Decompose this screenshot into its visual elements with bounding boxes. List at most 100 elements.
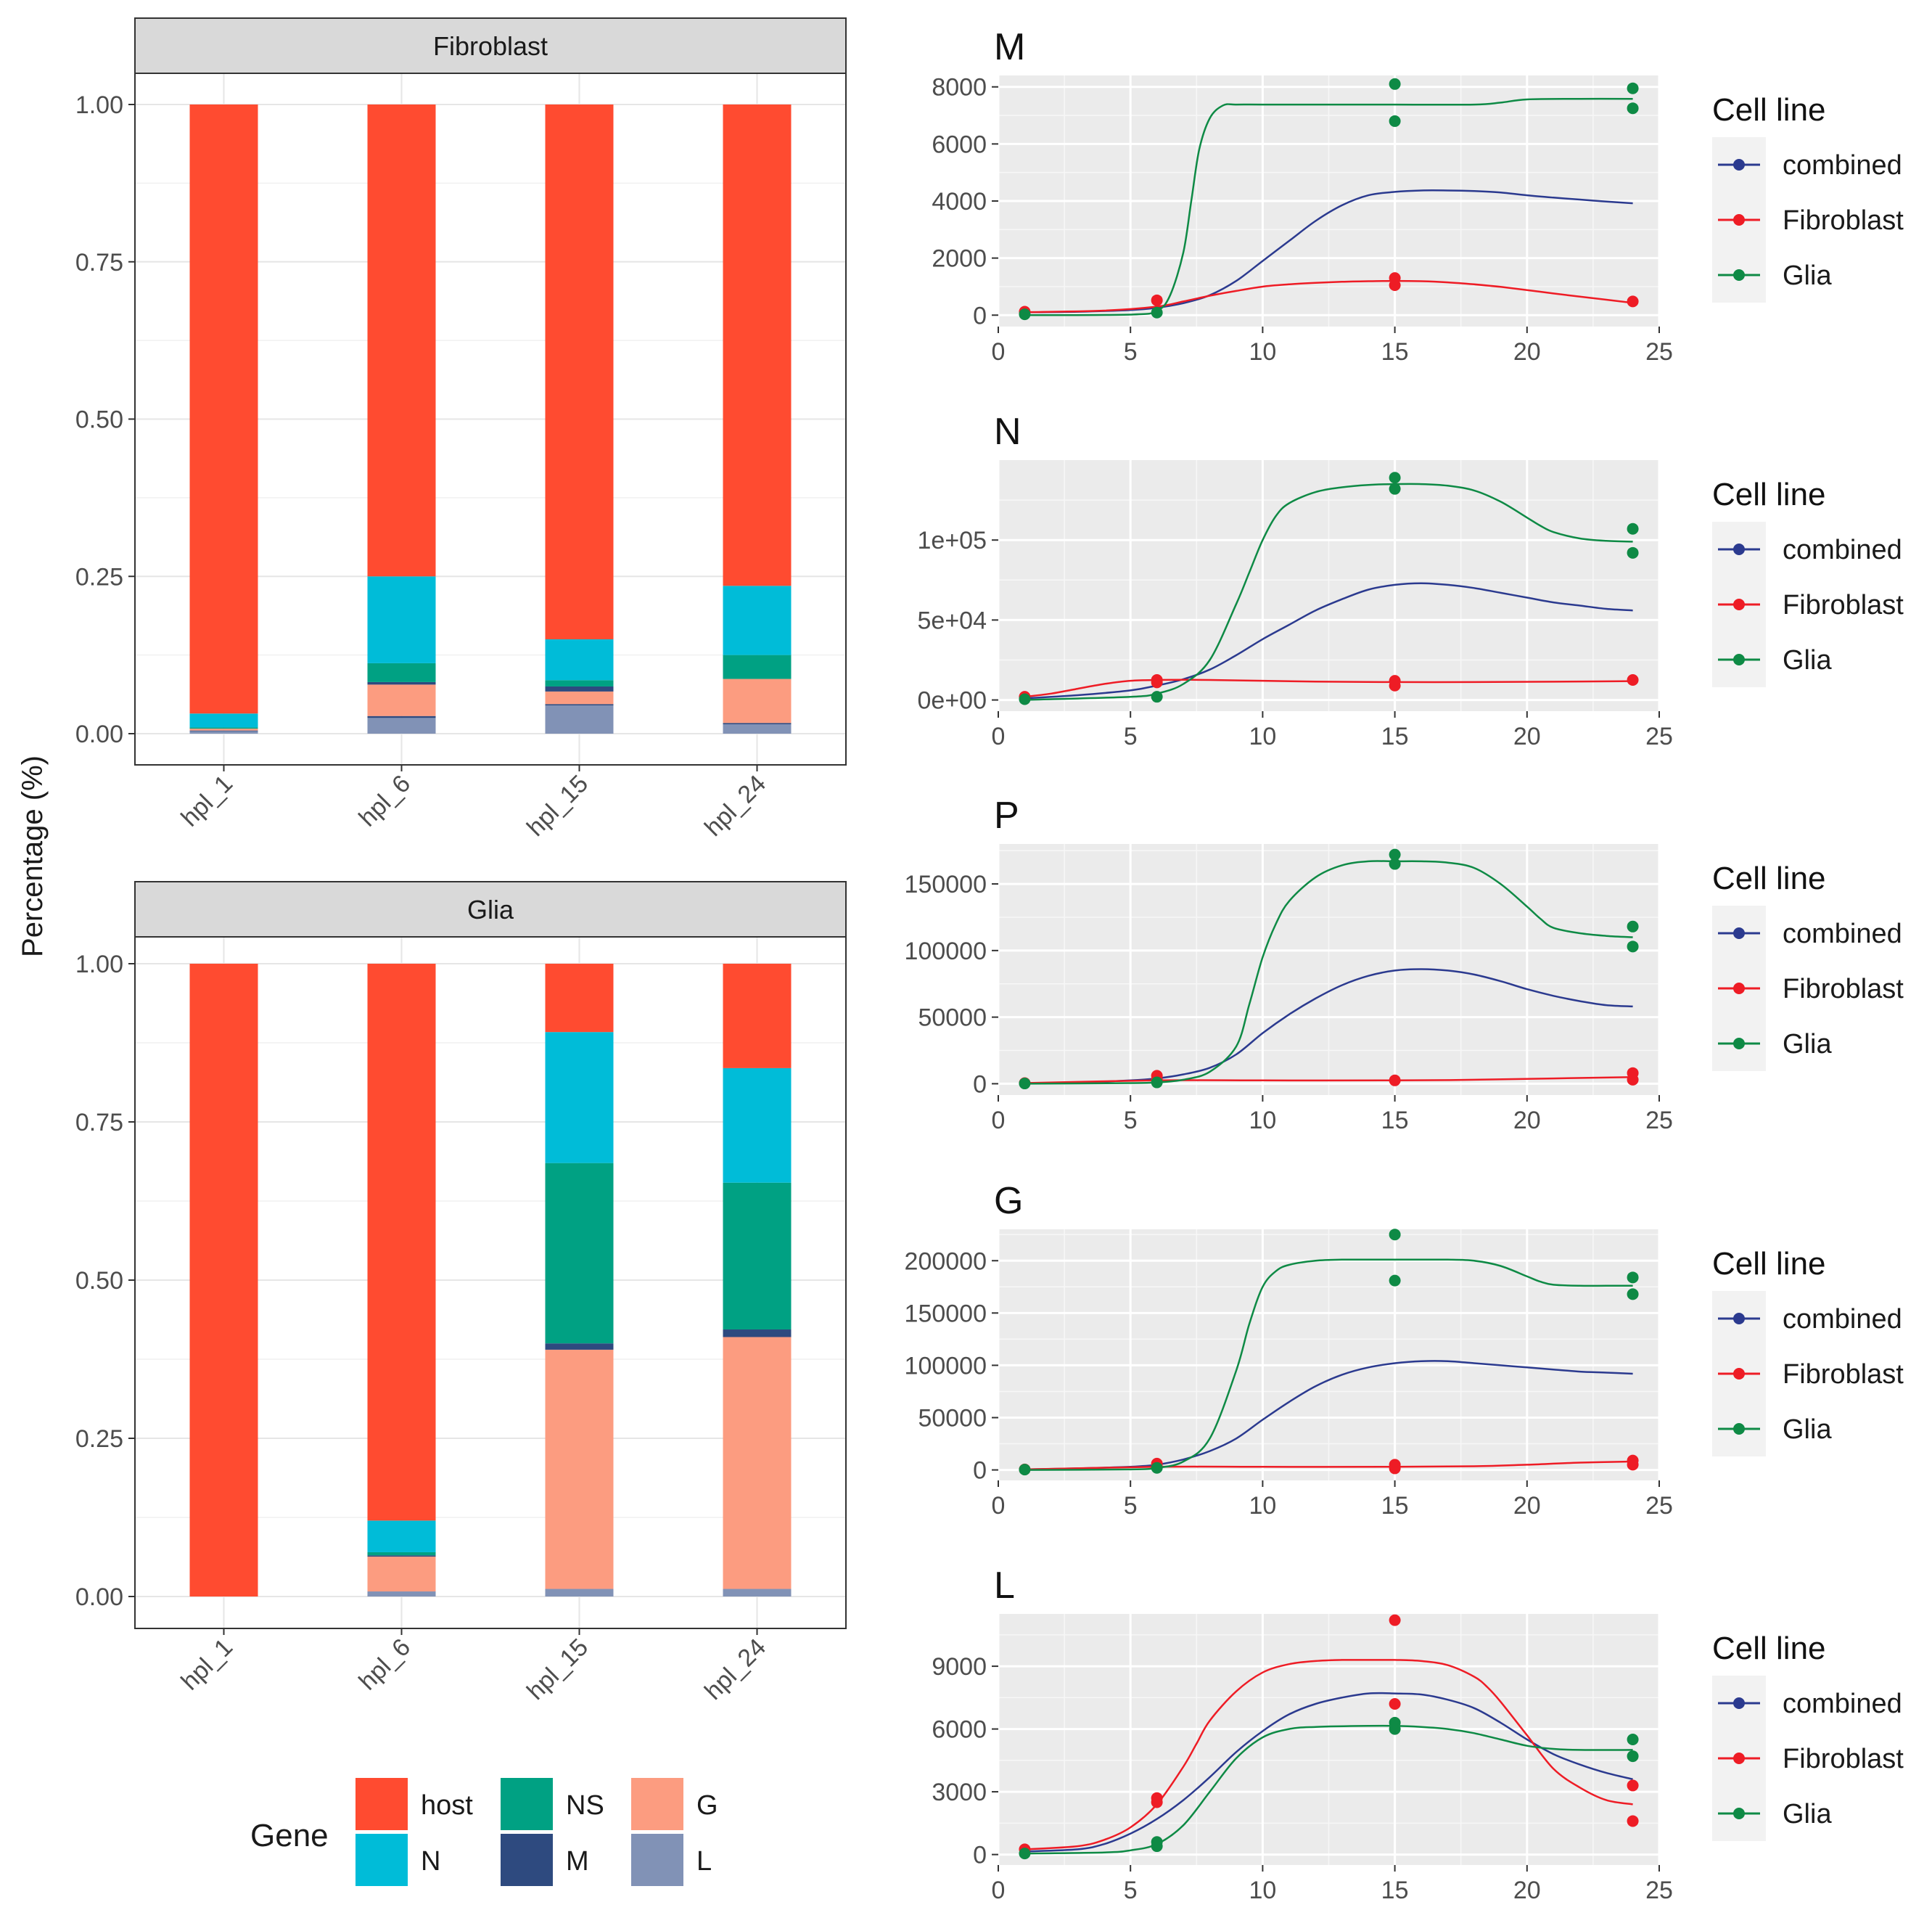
cell-line-legend-label-combined: combined	[1783, 1304, 1902, 1335]
bar-segment-host	[189, 104, 258, 714]
data-point-glia	[1627, 546, 1639, 559]
gene-legend-key-g	[631, 1778, 683, 1830]
cell-line-legend-title: Cell line	[1712, 477, 1826, 512]
bar-segment-host	[723, 104, 792, 586]
data-point-glia	[1627, 920, 1639, 933]
y-tick-label: 6000	[932, 131, 987, 158]
data-point-glia	[1627, 102, 1639, 115]
bar-segment-m	[723, 723, 792, 724]
facet-strip	[134, 17, 847, 74]
x-tick-label: hpl_15	[522, 1634, 593, 1705]
data-point-glia	[1389, 483, 1401, 495]
bar-segment-g	[545, 1349, 614, 1589]
x-tick-label: 10	[1249, 1492, 1276, 1520]
cell-line-legend-label-combined: combined	[1783, 919, 1902, 949]
facet-strip	[134, 881, 847, 938]
data-point-glia	[1151, 691, 1163, 703]
x-tick-label: 0	[992, 338, 1006, 366]
bar-segment-m	[723, 1329, 792, 1337]
y-tick-label: 150000	[905, 1300, 987, 1327]
x-tick-label: hpl_15	[522, 770, 593, 842]
bar-segment-m	[545, 704, 614, 705]
x-tick-label: hpl_24	[699, 1634, 771, 1705]
x-tick-label: 0	[992, 1492, 1006, 1520]
data-point-glia	[1627, 1288, 1639, 1300]
y-tick-label: 0	[973, 1842, 987, 1869]
data-point-glia	[1019, 1848, 1031, 1860]
facet-strip-label: Glia	[467, 895, 514, 925]
y-tick-label: 0.00	[75, 721, 123, 748]
bar-segment-ns	[545, 680, 614, 686]
x-tick-label: 25	[1645, 338, 1673, 366]
x-tick-label: 10	[1249, 723, 1276, 750]
gene-legend-key-ns	[501, 1778, 553, 1830]
bar-segment-n	[723, 1067, 792, 1183]
series-line-fibroblast	[1024, 279, 1633, 313]
data-point-fibroblast	[1389, 1697, 1401, 1710]
data-point-fibroblast	[1389, 1074, 1401, 1086]
data-point-fibroblast	[1151, 294, 1163, 306]
bar-segment-n	[367, 576, 436, 663]
y-tick-label: 5e+04	[918, 607, 987, 634]
cell-line-legend-dot-fibroblast	[1733, 983, 1745, 994]
y-tick-label: 50000	[918, 1004, 987, 1032]
bar-segment-ns	[367, 663, 436, 682]
bar-segment-m	[545, 686, 614, 692]
panel-border	[134, 73, 847, 766]
x-tick-label: hpl_6	[353, 1634, 416, 1696]
y-tick-label: 3000	[932, 1779, 987, 1806]
x-tick-label: 20	[1513, 1107, 1541, 1134]
series-line-glia	[1024, 97, 1633, 316]
cell-line-legend-title: Cell line	[1712, 92, 1826, 128]
bar-segment-g	[723, 1337, 792, 1589]
y-tick-label: 0.00	[75, 1583, 123, 1611]
y-tick-label: 0	[973, 1457, 987, 1485]
series-line-combined	[1024, 968, 1633, 1084]
bar-segment-ns	[723, 1182, 792, 1330]
gene-legend-label-g: G	[696, 1790, 718, 1821]
x-tick-label: 15	[1381, 338, 1409, 366]
series-line-glia	[1024, 483, 1633, 701]
gene-legend-title: Gene	[250, 1818, 329, 1853]
bar-segment-g	[367, 1557, 436, 1592]
bar-segment-host	[545, 964, 614, 1033]
series-line-glia	[1024, 860, 1633, 1085]
gene-legend: Gene host N NS M GL	[250, 1778, 718, 1886]
cell-line-legend-dot-combined	[1733, 544, 1745, 555]
x-tick-label: 25	[1645, 1877, 1673, 1904]
cell-line-legend-dot-glia	[1733, 1038, 1745, 1049]
x-tick-label: hpl_24	[699, 770, 771, 842]
cell-line-legend-title: Cell line	[1712, 861, 1826, 896]
bar-segment-l	[723, 724, 792, 734]
x-tick-label: 20	[1513, 1492, 1541, 1520]
panel-border	[134, 936, 847, 1629]
cell-line-legend-label-fibroblast: Fibroblast	[1783, 1744, 1904, 1774]
cell-line-legend-dot-fibroblast	[1733, 214, 1745, 226]
y-axis-label: Percentage (%)	[17, 755, 49, 957]
y-tick-label: 6000	[932, 1716, 987, 1744]
data-point-glia	[1151, 1076, 1163, 1089]
bar-segment-ns	[545, 1163, 614, 1344]
cell-line-legend-label-glia: Glia	[1783, 1029, 1832, 1059]
gene-legend-key-n	[355, 1834, 408, 1886]
x-tick-label: 10	[1249, 338, 1276, 366]
y-tick-label: 4000	[932, 188, 987, 216]
data-point-glia	[1389, 848, 1401, 861]
x-tick-label: 5	[1124, 1877, 1138, 1904]
gene-legend-key-l	[631, 1834, 683, 1886]
x-tick-label: 5	[1124, 338, 1138, 366]
x-tick-label: 5	[1124, 723, 1138, 750]
cell-line-legend-dot-fibroblast	[1733, 1368, 1745, 1380]
cell-line-legend-dot-fibroblast	[1733, 599, 1745, 610]
series-line-fibroblast	[1024, 1075, 1633, 1084]
bar-segment-m	[367, 716, 436, 718]
facet-strip-label: Fibroblast	[433, 31, 548, 61]
y-tick-label: 1.00	[75, 951, 123, 978]
data-point-glia	[1627, 522, 1639, 535]
y-tick-label: 0	[973, 302, 987, 329]
bar-segment-l	[189, 731, 258, 734]
panel-title: L	[994, 1565, 1015, 1607]
data-point-fibroblast	[1389, 272, 1401, 284]
series-line-glia	[1024, 1258, 1633, 1471]
x-tick-label: 25	[1645, 1492, 1673, 1520]
